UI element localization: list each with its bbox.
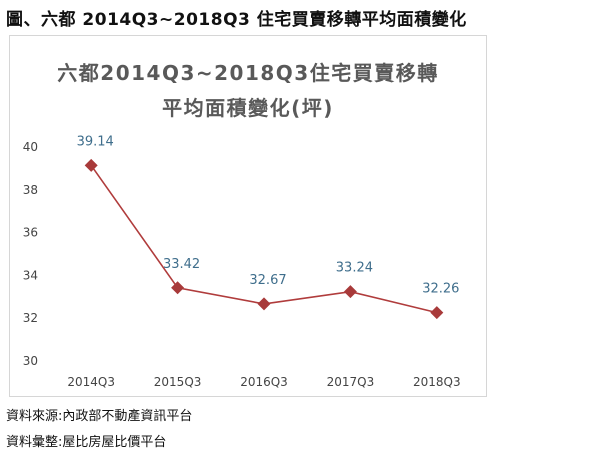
x-tick-label: 2014Q3 [67,375,115,389]
y-tick-label: 32 [23,311,38,325]
data-label: 32.67 [249,273,286,288]
x-tick-label: 2018Q3 [413,375,461,389]
series-markers [84,158,444,320]
x-tick-label: 2016Q3 [240,375,288,389]
data-point-marker [430,306,444,320]
data-labels: 39.14 33.42 32.67 33.24 32.26 [77,134,460,296]
x-tick-label: 2017Q3 [327,375,375,389]
data-point-marker [171,281,185,295]
data-label: 33.24 [336,261,373,276]
figure-caption: 圖、六都 2014Q3~2018Q3 住宅買賣移轉平均面積變化 [6,10,467,30]
chart-title-line-2: 平均面積變化(坪) [162,96,334,120]
series-line [90,164,437,314]
data-label: 32.26 [422,282,459,297]
y-tick-label: 30 [23,354,38,368]
compiled-note: 資料彙整:屋比房屋比價平台 [6,435,167,450]
y-tick-label: 36 [23,226,38,240]
x-axis-ticks: 2014Q3 2015Q3 2016Q3 2017Q3 2018Q3 [67,375,460,389]
y-tick-label: 38 [23,183,38,197]
data-label: 39.14 [77,134,114,149]
y-tick-label: 40 [23,140,38,154]
y-axis-ticks: 30 32 34 36 38 40 [23,140,38,368]
data-label: 33.42 [163,257,200,272]
y-tick-label: 34 [23,268,38,282]
x-tick-label: 2015Q3 [154,375,202,389]
source-note: 資料來源:內政部不動產資訊平台 [6,409,193,424]
chart-frame [9,35,487,397]
data-point-marker [84,158,98,172]
data-point-marker [343,285,357,299]
data-point-marker [257,297,271,311]
chart-title-line-1: 六都2014Q3~2018Q3住宅買賣移轉 [57,61,438,85]
